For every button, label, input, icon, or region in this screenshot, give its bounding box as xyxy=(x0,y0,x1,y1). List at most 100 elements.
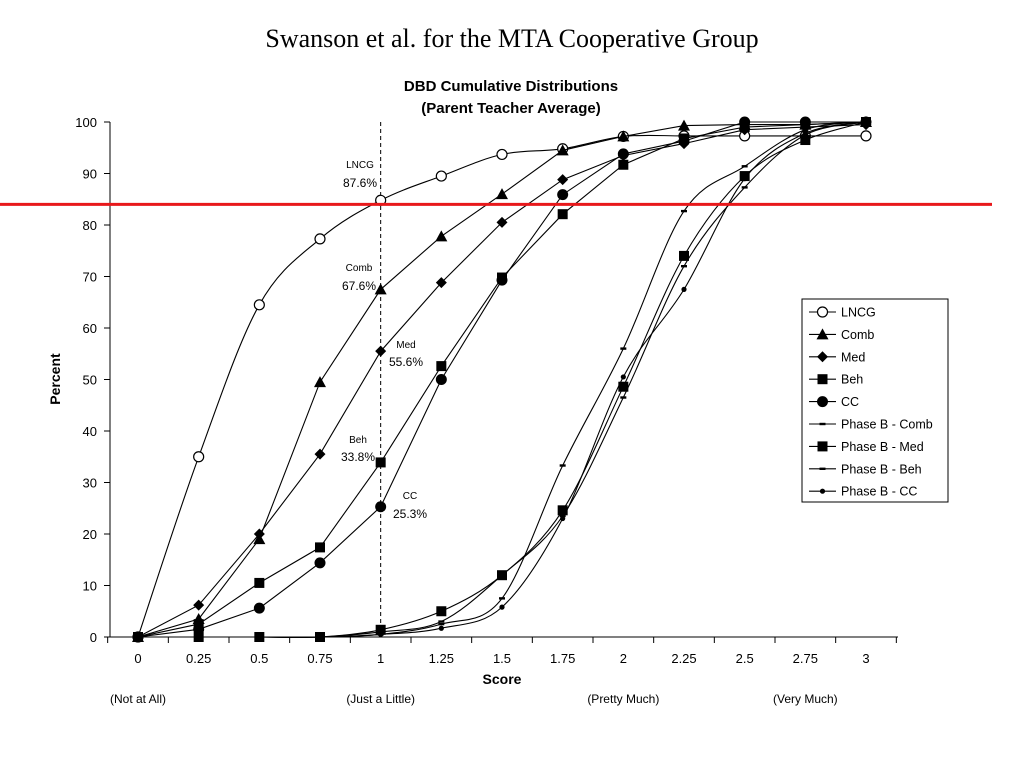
x-anchor-label: (Pretty Much) xyxy=(587,692,659,706)
data-point-comb xyxy=(556,144,569,156)
data-point-phase-b-med xyxy=(679,250,689,261)
legend-marker-lncg xyxy=(816,306,829,318)
legend-item-phase-b-beh: Phase B - Beh xyxy=(809,462,922,476)
data-point-beh xyxy=(557,209,568,220)
data-point-phase-b-cc xyxy=(499,604,505,610)
data-point-phase-b-beh xyxy=(438,620,445,623)
legend-marker-phase-b-comb xyxy=(819,422,826,426)
data-point-lncg xyxy=(193,451,205,463)
page-title: Swanson et al. for the MTA Cooperative G… xyxy=(265,24,759,53)
annotation-name-lncg: LNCG xyxy=(346,160,374,171)
series-cc xyxy=(132,116,872,643)
data-point-phase-b-cc xyxy=(802,130,808,136)
y-tick-label: 30 xyxy=(83,476,97,491)
legend-marker-cc xyxy=(817,396,828,408)
y-tick-label: 80 xyxy=(83,218,97,233)
data-point-phase-b-beh xyxy=(499,574,505,577)
legend-item-phase-b-med: Phase B - Med xyxy=(809,440,924,454)
legend-label-comb: Comb xyxy=(841,328,874,342)
data-point-med xyxy=(557,174,569,186)
legend-item-comb: Comb xyxy=(809,328,874,342)
data-point-phase-b-beh xyxy=(620,396,627,399)
series-line-phase-b-comb xyxy=(138,121,867,638)
legend-item-cc: CC xyxy=(809,395,859,409)
data-point-phase-b-med xyxy=(375,624,386,635)
data-point-phase-b-cc xyxy=(560,515,566,522)
legend-label-cc: CC xyxy=(841,395,859,409)
x-anchor-label: (Very Much) xyxy=(773,692,838,706)
legend-item-phase-b-comb: Phase B - Comb xyxy=(809,418,933,432)
data-point-phase-b-comb xyxy=(741,165,748,168)
x-tick-label: 1.5 xyxy=(493,651,511,666)
data-point-med xyxy=(193,599,205,611)
data-point-med xyxy=(435,277,447,289)
x-tick-label: 0.25 xyxy=(186,651,211,666)
data-point-phase-b-comb xyxy=(438,622,445,626)
data-point-phase-b-cc xyxy=(438,625,444,631)
series-line-cc xyxy=(137,121,866,638)
legend-label-beh: Beh xyxy=(841,373,863,387)
y-tick-label: 70 xyxy=(83,270,97,285)
data-point-beh xyxy=(254,577,265,588)
legend-label-phase-b-beh: Phase B - Beh xyxy=(841,462,922,476)
y-tick-label: 20 xyxy=(83,527,97,542)
x-tick-label: 0 xyxy=(134,651,141,666)
data-point-phase-b-cc xyxy=(135,634,141,640)
data-point-cc xyxy=(375,501,387,513)
data-point-beh xyxy=(436,361,447,372)
legend-marker-med xyxy=(817,351,828,363)
legend-item-phase-b-cc: Phase B - CC xyxy=(809,485,917,499)
data-point-comb xyxy=(374,283,387,295)
legend-marker-phase-b-cc xyxy=(819,488,826,494)
series-line-beh xyxy=(137,121,867,638)
x-tick-label: 2 xyxy=(620,651,627,666)
data-point-comb xyxy=(314,376,326,388)
data-point-phase-b-med xyxy=(436,606,447,617)
data-point-phase-b-comb xyxy=(620,347,627,350)
series-line-comb xyxy=(137,121,867,638)
annotation-name-beh: Beh xyxy=(349,435,367,446)
data-point-cc xyxy=(678,135,690,147)
series-line-med xyxy=(137,124,867,638)
data-point-phase-b-comb xyxy=(499,597,505,600)
x-tick-label: 2.25 xyxy=(671,651,696,666)
legend-item-lncg: LNCG xyxy=(809,306,876,320)
series-line-phase-b-med xyxy=(138,121,867,639)
y-tick-label: 0 xyxy=(90,630,97,645)
series-phase-b-cc xyxy=(135,119,869,640)
data-point-comb xyxy=(496,188,508,200)
legend-marker-beh xyxy=(817,374,828,385)
data-point-phase-b-cc xyxy=(196,634,202,640)
legend-marker-phase-b-beh xyxy=(819,467,826,470)
data-point-lncg xyxy=(314,233,326,245)
x-tick-label: 3 xyxy=(862,651,869,666)
data-point-cc xyxy=(314,557,326,569)
annotation-name-cc: CC xyxy=(403,491,417,502)
data-point-cc xyxy=(435,374,447,385)
data-point-med xyxy=(496,216,508,228)
data-point-phase-b-cc xyxy=(681,286,687,292)
data-point-phase-b-med xyxy=(557,505,568,516)
annotation-value-comb: 67.6% xyxy=(342,279,376,293)
legend-marker-phase-b-med xyxy=(817,441,828,452)
data-point-phase-b-cc xyxy=(620,374,626,380)
data-point-phase-b-cc xyxy=(863,119,869,125)
data-point-phase-b-med xyxy=(800,135,811,146)
data-point-comb xyxy=(617,130,630,142)
data-point-phase-b-cc xyxy=(317,634,323,640)
data-point-cc xyxy=(557,189,569,201)
legend-label-phase-b-med: Phase B - Med xyxy=(841,440,924,454)
series-line-phase-b-beh xyxy=(138,121,867,638)
series-line-lncg xyxy=(137,134,866,638)
data-point-cc xyxy=(739,116,751,128)
data-point-cc xyxy=(496,274,508,286)
y-tick-label: 90 xyxy=(83,167,97,182)
data-point-comb xyxy=(678,119,690,131)
legend-label-phase-b-cc: Phase B - CC xyxy=(841,485,917,499)
y-tick-label: 10 xyxy=(83,579,97,594)
series-lncg xyxy=(132,130,872,643)
y-tick-label: 100 xyxy=(75,115,97,130)
x-tick-label: 0.75 xyxy=(307,651,332,666)
x-tick-label: 0.5 xyxy=(250,651,268,666)
